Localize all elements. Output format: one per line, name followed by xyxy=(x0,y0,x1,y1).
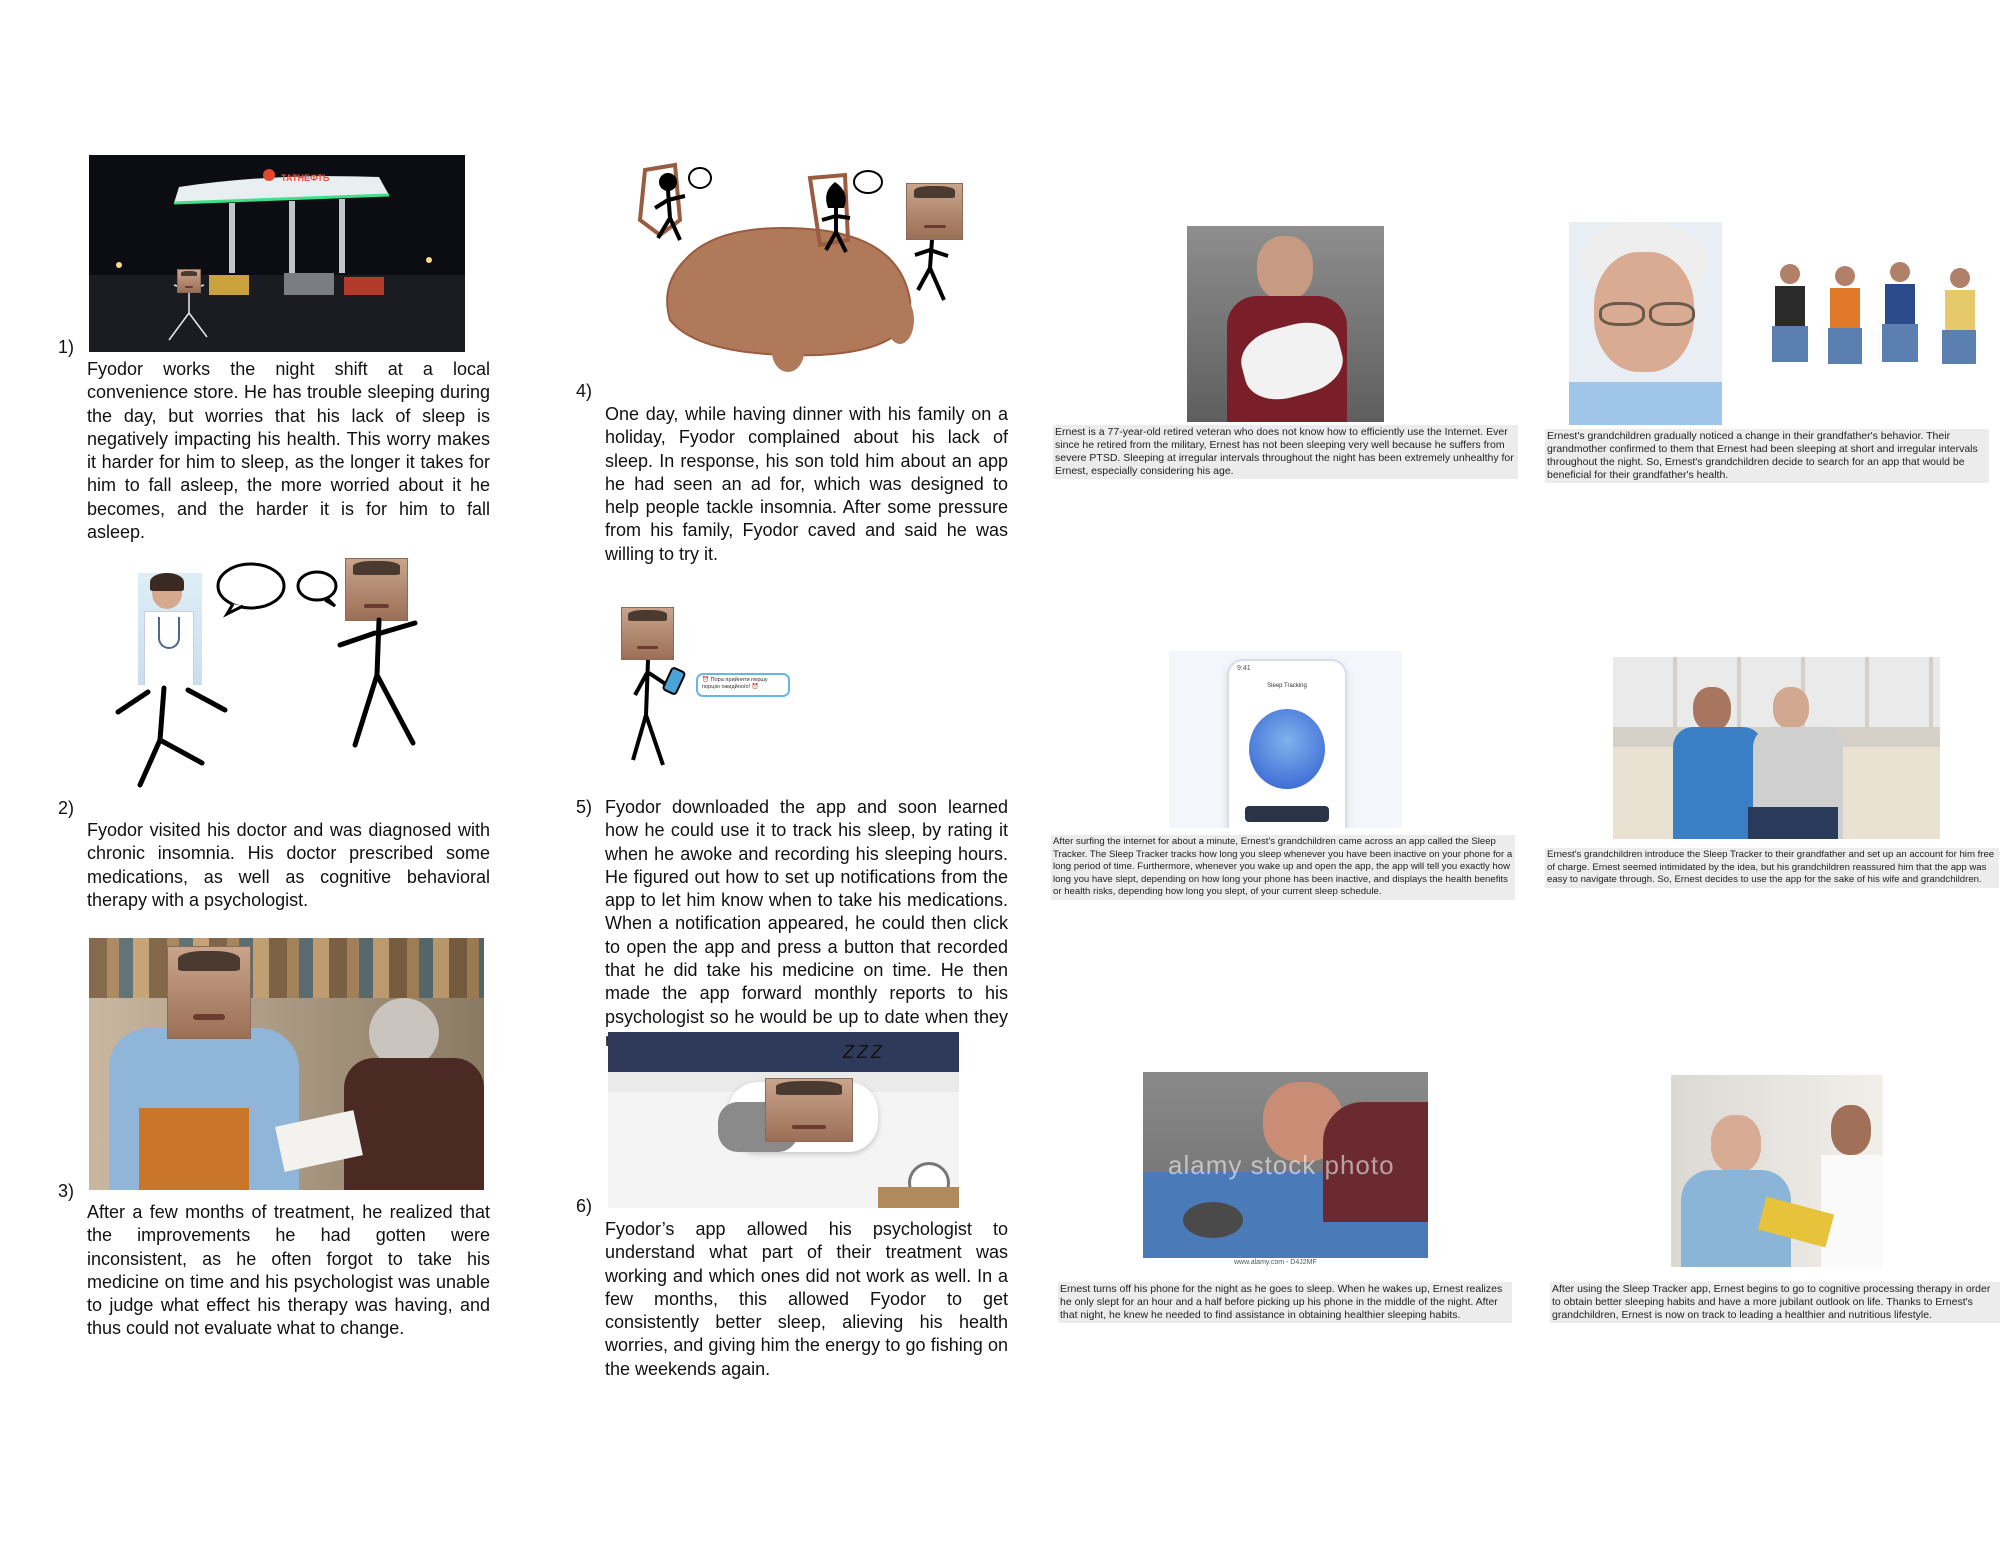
gas-station-illustration: ТАТНЕФТЬ xyxy=(89,169,465,352)
watermark-url: www.alamy.com - D4J2MF xyxy=(1234,1259,1317,1266)
station-sign: ТАТНЕФТЬ xyxy=(281,173,330,183)
speech-bubble-doctor xyxy=(216,562,286,618)
stock-watermark: alamy stock photo xyxy=(1168,1150,1395,1180)
fyodor-face xyxy=(765,1078,853,1142)
fyodor-face xyxy=(345,558,408,621)
gas-station-night-photo: ТАТНЕФТЬ xyxy=(89,155,465,352)
phone-status-time: 9:41 xyxy=(1237,665,1251,672)
doctor-photo xyxy=(138,573,202,685)
ernest-caption-1: Ernest is a 77-year-old retired veteran … xyxy=(1053,425,1518,479)
fyodor-stick-figure xyxy=(337,617,418,748)
panel-4-number: 4) xyxy=(576,381,593,401)
speech-bubble-fyodor xyxy=(296,570,338,608)
panel-4-text: One day, while having dinner with his fa… xyxy=(605,404,1008,564)
ernest-caption-4: Ernest's grandchildren introduce the Sle… xyxy=(1545,848,1999,888)
therapy-session-photo xyxy=(89,938,484,1190)
phone-app-title: Sleep Tracking xyxy=(1267,683,1307,689)
sleep-zzz: Z Z Z xyxy=(843,1042,882,1062)
app-notification-bubble: ⏰ Пора прийняти першу порцію ожидйноїо! … xyxy=(696,673,790,697)
fyodor-face xyxy=(167,946,251,1039)
sleep-tracker-app-photo: 9:41 Sleep Tracking xyxy=(1169,651,1402,828)
fyodor-face xyxy=(621,607,674,660)
fyodor-face xyxy=(177,269,201,293)
panel-1-number: 1) xyxy=(58,337,75,357)
panel-6-number: 6) xyxy=(576,1196,593,1216)
ernest-with-pillow-photo xyxy=(1187,226,1384,422)
panel-1-text: Fyodor works the night shift at a local … xyxy=(87,359,490,543)
ernest-therapy-photo xyxy=(1671,1075,1883,1267)
panel-2-text: Fyodor visited his doctor and was diagno… xyxy=(87,820,490,910)
ernest-caption-3: After surfing the internet for about a m… xyxy=(1051,835,1515,900)
panel-2-number: 2) xyxy=(58,798,75,818)
ernest-caption-2: Ernest's grandchildren gradually noticed… xyxy=(1545,429,1989,483)
notification-text: ⏰ Пора прийняти першу порцію ожидйноїо! … xyxy=(702,677,768,690)
grandmother-photo xyxy=(1569,222,1722,425)
ernest-caption-6: After using the Sleep Tracker app, Ernes… xyxy=(1550,1282,2000,1323)
grandchild-helping-ernest-photo xyxy=(1613,657,1940,839)
panel-6-text: Fyodor’s app allowed his psychologist to… xyxy=(605,1219,1008,1379)
doctor-stick-figure xyxy=(115,685,228,788)
panel-5-number: 5) xyxy=(576,797,593,817)
panel-3-text: After a few months of treatment, he real… xyxy=(87,1202,490,1339)
ernest-caption-5: Ernest turns off his phone for the night… xyxy=(1058,1282,1512,1323)
grandchildren-group-photo xyxy=(1772,262,1976,364)
family-dinner-drawing xyxy=(637,162,949,372)
fyodor-face xyxy=(906,183,963,240)
panel-5-text: Fyodor downloaded the app and soon learn… xyxy=(605,797,1008,1050)
ernest-yawning-in-bed-photo: alamy stock photo xyxy=(1143,1072,1428,1258)
panel-3-number: 3) xyxy=(58,1181,75,1201)
fyodor-phone-stick-figure xyxy=(631,659,686,766)
